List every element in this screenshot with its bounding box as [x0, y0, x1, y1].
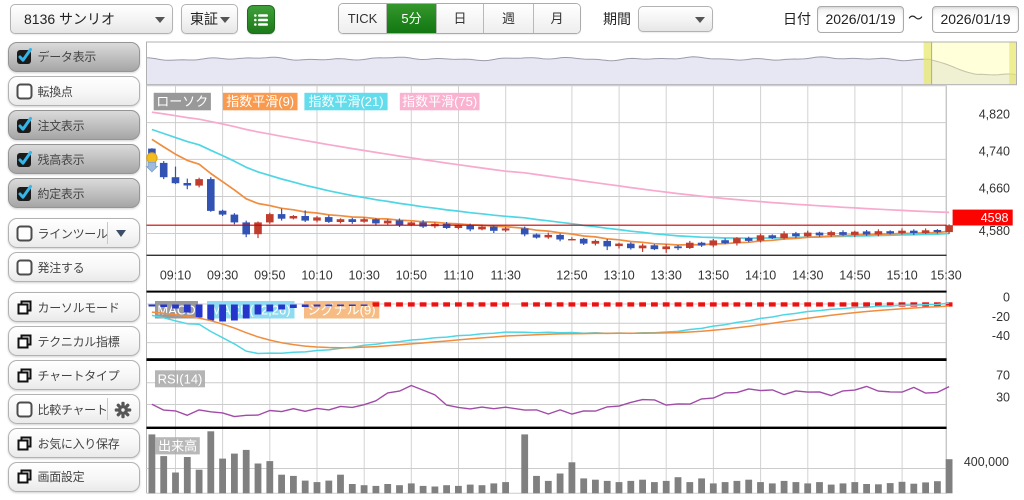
svg-text:4598: 4598	[981, 211, 1009, 225]
svg-text:指数平滑(21): 指数平滑(21)	[308, 94, 383, 109]
svg-text:11:10: 11:10	[443, 269, 473, 283]
svg-text:指数平滑(9): 指数平滑(9)	[226, 94, 294, 109]
svg-text:11:30: 11:30	[491, 269, 521, 283]
svg-text:13:30: 13:30	[651, 269, 682, 283]
svg-text:30: 30	[996, 390, 1010, 404]
svg-text:4,580: 4,580	[979, 224, 1010, 238]
svg-text:4,660: 4,660	[979, 182, 1010, 196]
svg-text:13:50: 13:50	[698, 269, 729, 283]
svg-text:15:10: 15:10	[886, 269, 917, 283]
svg-text:-40: -40	[992, 329, 1010, 343]
svg-text:4,820: 4,820	[979, 108, 1010, 122]
svg-text:400,000: 400,000	[964, 455, 1009, 469]
svg-text:12:50: 12:50	[556, 269, 587, 283]
svg-text:09:50: 09:50	[254, 269, 285, 283]
svg-text:14:50: 14:50	[839, 269, 870, 283]
svg-text:15:30: 15:30	[930, 269, 961, 283]
svg-text:4,740: 4,740	[979, 145, 1010, 159]
svg-text:10:10: 10:10	[301, 269, 332, 283]
svg-text:RSI(14): RSI(14)	[158, 372, 203, 387]
svg-text:14:10: 14:10	[745, 269, 776, 283]
svg-text:09:30: 09:30	[207, 269, 238, 283]
svg-text:0: 0	[1003, 290, 1010, 304]
svg-text:ローソク: ローソク	[156, 94, 208, 109]
svg-text:70: 70	[996, 369, 1010, 383]
svg-text:指数平滑(75): 指数平滑(75)	[402, 94, 477, 109]
svg-text:09:10: 09:10	[160, 269, 191, 283]
svg-text:-20: -20	[992, 310, 1010, 324]
svg-text:14:30: 14:30	[792, 269, 823, 283]
svg-text:10:30: 10:30	[349, 269, 380, 283]
svg-text:シグナル(9): シグナル(9)	[308, 302, 376, 317]
svg-text:13:10: 13:10	[603, 269, 634, 283]
svg-text:10:50: 10:50	[396, 269, 427, 283]
svg-text:出来高: 出来高	[158, 439, 197, 454]
